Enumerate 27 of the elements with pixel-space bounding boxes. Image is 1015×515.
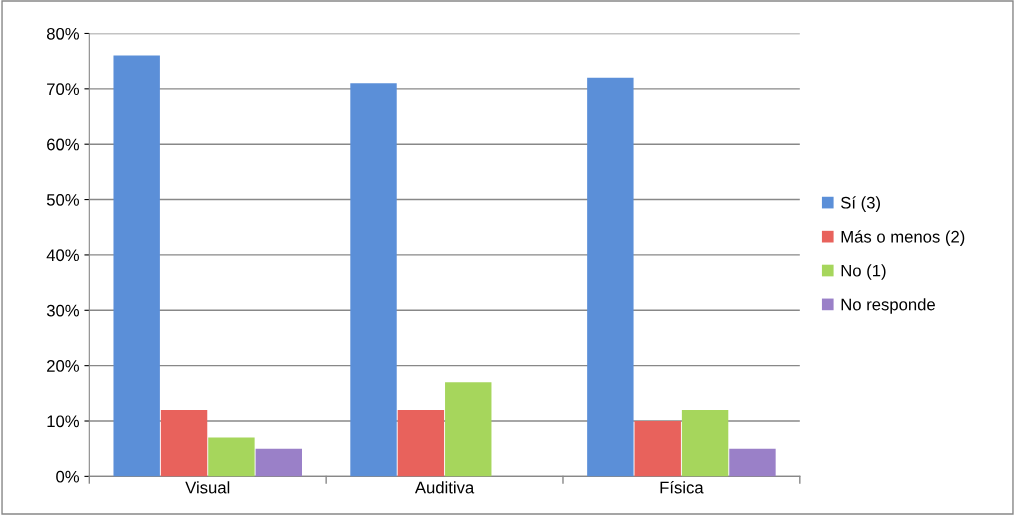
- bar: [445, 382, 492, 477]
- y-tick-label: 40%: [46, 249, 80, 262]
- y-tick-label: 30%: [46, 304, 80, 317]
- y-tick-label: 0%: [56, 470, 80, 483]
- x-tick-label: Física: [660, 481, 704, 494]
- x-tick-label: Auditiva: [414, 481, 475, 494]
- bar: [634, 421, 681, 477]
- legend-label: No (1): [841, 264, 886, 280]
- y-tick-label: 80%: [46, 27, 80, 40]
- bar: [350, 83, 397, 477]
- bar: [160, 409, 208, 477]
- bar: [208, 437, 255, 477]
- y-tick-label: 50%: [46, 193, 80, 206]
- legend-label: Más o menos (2): [841, 230, 965, 246]
- bar: [729, 448, 776, 477]
- y-tick-label: 60%: [47, 138, 80, 151]
- bar: [681, 409, 729, 477]
- bar: [587, 77, 634, 477]
- y-tick-label: 70%: [47, 83, 80, 96]
- bar: [397, 409, 445, 477]
- y-tick-label: 20%: [47, 360, 80, 372]
- bar: [255, 448, 302, 477]
- x-tick-label: Visual: [185, 481, 230, 494]
- bar: [113, 55, 160, 477]
- legend-label: Sí (3): [841, 196, 880, 212]
- y-tick-label: 10%: [47, 415, 80, 428]
- legend-label: No responde: [841, 298, 935, 314]
